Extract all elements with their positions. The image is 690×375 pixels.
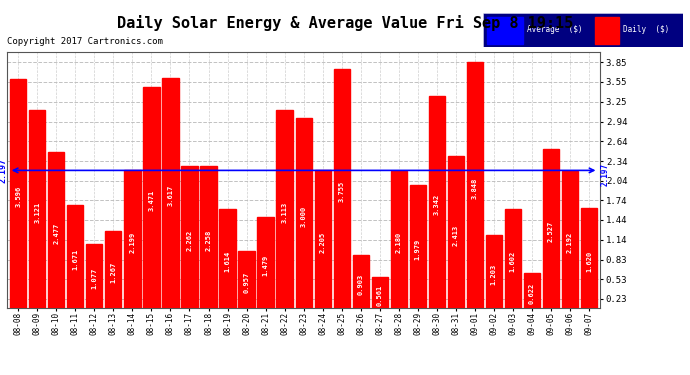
- Text: 1.077: 1.077: [91, 268, 97, 290]
- Bar: [391, 171, 407, 314]
- Text: 2.527: 2.527: [548, 221, 554, 242]
- Bar: [200, 166, 217, 314]
- Bar: [372, 278, 388, 314]
- Bar: [486, 236, 502, 314]
- Text: Daily Solar Energy & Average Value Fri Sep 8 19:15: Daily Solar Energy & Average Value Fri S…: [117, 15, 573, 31]
- Bar: [48, 152, 64, 314]
- Bar: [448, 156, 464, 314]
- Text: Copyright 2017 Cartronics.com: Copyright 2017 Cartronics.com: [7, 38, 163, 46]
- Bar: [295, 118, 312, 314]
- Bar: [562, 171, 578, 314]
- Text: 2.197: 2.197: [600, 163, 609, 186]
- Text: 2.413: 2.413: [453, 225, 459, 246]
- Bar: [466, 63, 483, 314]
- Text: 1.479: 1.479: [263, 255, 268, 276]
- Bar: [524, 273, 540, 314]
- Text: Average  ($): Average ($): [527, 26, 582, 34]
- Bar: [162, 78, 179, 314]
- Bar: [181, 166, 197, 314]
- Bar: [428, 96, 445, 314]
- Bar: [543, 149, 559, 314]
- Text: 3.596: 3.596: [15, 186, 21, 207]
- Text: 1.979: 1.979: [415, 239, 421, 260]
- Bar: [315, 170, 331, 314]
- Bar: [10, 79, 26, 314]
- Text: 1.671: 1.671: [72, 249, 79, 270]
- Bar: [581, 208, 597, 314]
- Text: 3.121: 3.121: [34, 201, 40, 223]
- Bar: [353, 255, 368, 314]
- Text: 3.617: 3.617: [168, 185, 173, 206]
- Bar: [277, 111, 293, 314]
- Bar: [106, 231, 121, 314]
- Bar: [257, 217, 274, 314]
- Bar: [29, 110, 46, 314]
- Text: 3.113: 3.113: [282, 202, 288, 223]
- Text: 2.205: 2.205: [319, 231, 326, 253]
- Text: Daily  ($): Daily ($): [623, 26, 669, 34]
- Text: 0.903: 0.903: [357, 274, 364, 295]
- Text: 3.848: 3.848: [472, 178, 477, 199]
- Bar: [487, 16, 523, 44]
- Text: 3.000: 3.000: [301, 206, 306, 226]
- Text: 2.197: 2.197: [0, 158, 8, 183]
- Text: 3.342: 3.342: [434, 194, 440, 215]
- Text: 3.471: 3.471: [148, 190, 155, 211]
- Bar: [68, 205, 83, 314]
- Text: 2.199: 2.199: [130, 231, 135, 253]
- Text: 1.203: 1.203: [491, 264, 497, 285]
- Text: 1.620: 1.620: [586, 251, 592, 272]
- Text: 3.755: 3.755: [339, 181, 344, 202]
- Text: 2.192: 2.192: [567, 232, 573, 253]
- Text: 2.258: 2.258: [206, 230, 212, 251]
- Bar: [239, 252, 255, 314]
- Bar: [504, 209, 521, 314]
- Bar: [333, 69, 350, 314]
- Text: 2.477: 2.477: [53, 222, 59, 244]
- Text: 2.262: 2.262: [186, 230, 193, 251]
- Text: 0.957: 0.957: [244, 272, 250, 293]
- Bar: [86, 244, 103, 314]
- Bar: [219, 209, 235, 314]
- Text: 2.180: 2.180: [395, 232, 402, 254]
- Text: 1.267: 1.267: [110, 262, 117, 283]
- Bar: [124, 170, 141, 314]
- Bar: [595, 16, 619, 44]
- Bar: [410, 184, 426, 314]
- Text: 0.561: 0.561: [377, 285, 383, 306]
- Bar: [144, 87, 159, 314]
- Text: 0.622: 0.622: [529, 283, 535, 304]
- Text: 1.602: 1.602: [510, 251, 516, 272]
- Text: 1.614: 1.614: [224, 251, 230, 272]
